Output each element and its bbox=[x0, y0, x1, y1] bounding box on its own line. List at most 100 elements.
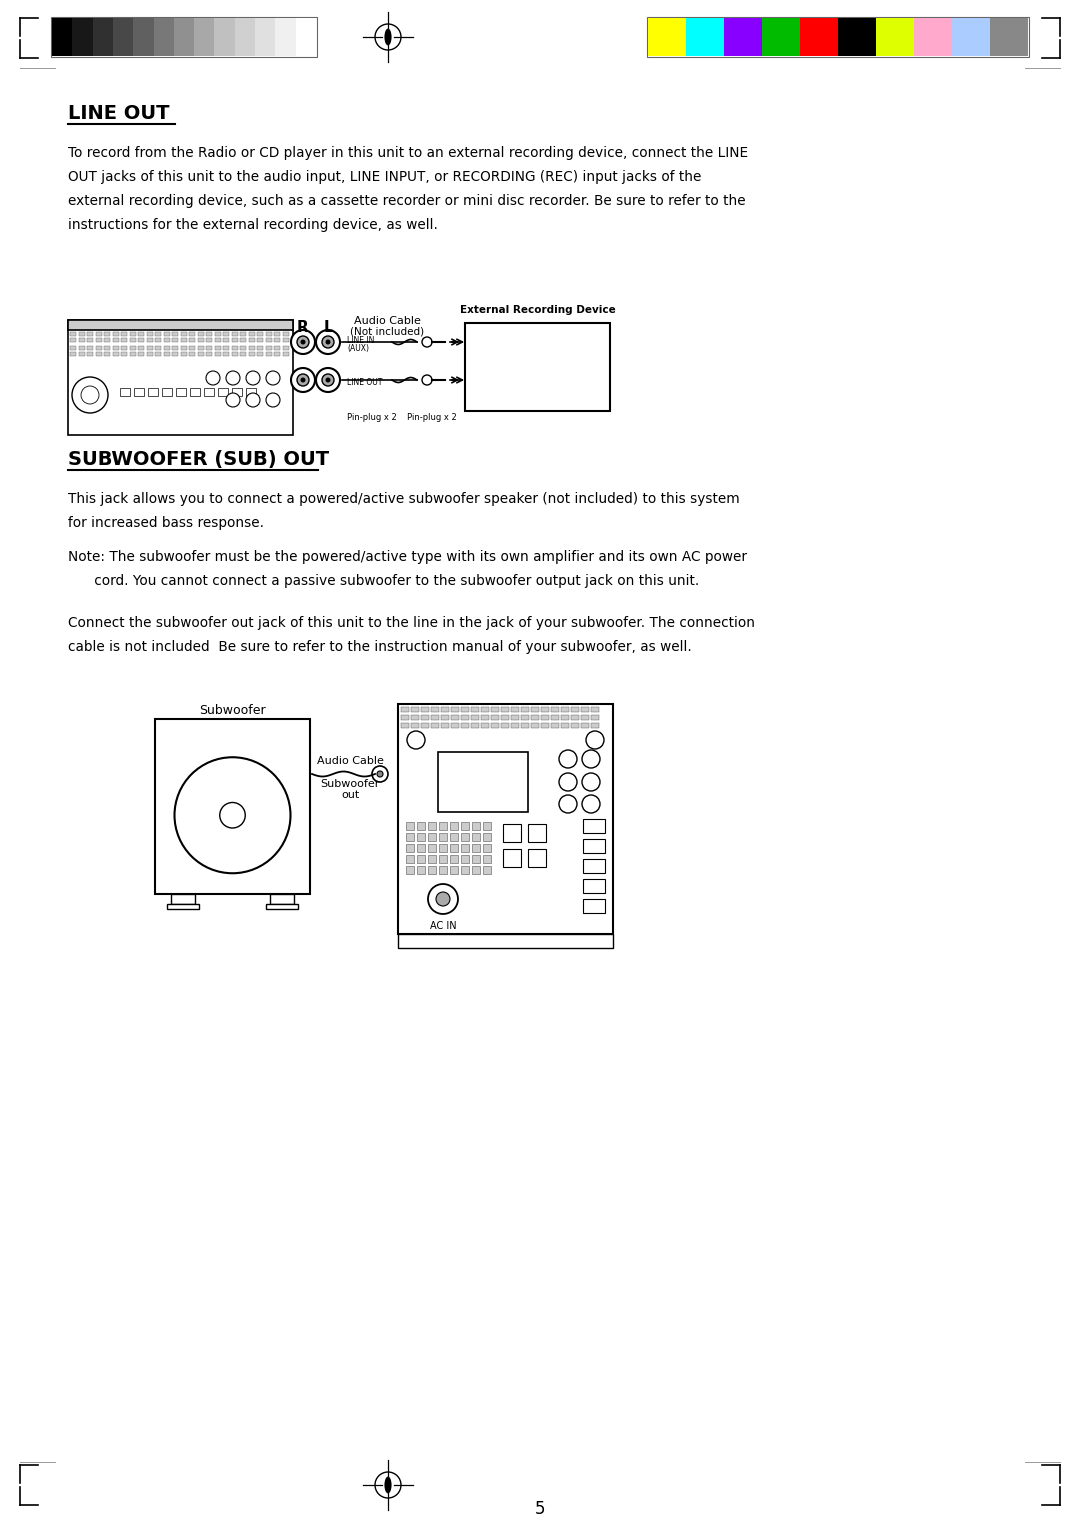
Bar bbox=[156, 345, 161, 350]
Bar bbox=[79, 338, 84, 342]
Bar bbox=[501, 707, 509, 712]
Bar bbox=[189, 351, 195, 356]
Bar bbox=[171, 894, 195, 905]
Bar bbox=[206, 351, 212, 356]
Bar bbox=[121, 332, 127, 336]
Text: R: R bbox=[297, 319, 309, 335]
Bar bbox=[551, 707, 559, 712]
Bar bbox=[172, 351, 178, 356]
Bar bbox=[266, 338, 271, 342]
Bar bbox=[431, 707, 438, 712]
Bar bbox=[528, 824, 546, 842]
Bar bbox=[274, 332, 280, 336]
Bar bbox=[257, 345, 264, 350]
Bar bbox=[438, 752, 528, 811]
Bar bbox=[521, 707, 529, 712]
Bar bbox=[270, 894, 294, 905]
Bar bbox=[248, 351, 255, 356]
Bar bbox=[583, 859, 605, 872]
Bar bbox=[120, 388, 130, 396]
Bar bbox=[255, 18, 275, 57]
Bar bbox=[248, 345, 255, 350]
Text: Audio Cable: Audio Cable bbox=[353, 316, 420, 325]
Bar bbox=[130, 345, 135, 350]
Bar bbox=[583, 839, 605, 853]
Bar bbox=[481, 723, 489, 727]
Bar bbox=[438, 856, 447, 863]
Bar bbox=[561, 707, 569, 712]
Bar bbox=[246, 388, 256, 396]
Bar bbox=[428, 843, 436, 853]
Bar bbox=[521, 715, 529, 720]
Bar bbox=[472, 843, 480, 853]
Bar bbox=[461, 843, 469, 853]
Bar bbox=[411, 723, 419, 727]
Bar bbox=[461, 833, 469, 840]
Bar bbox=[180, 332, 187, 336]
Bar bbox=[296, 18, 316, 57]
Bar bbox=[472, 856, 480, 863]
Circle shape bbox=[422, 374, 432, 385]
Bar bbox=[180, 345, 187, 350]
Bar bbox=[240, 345, 246, 350]
Text: instructions for the external recording device, as well.: instructions for the external recording … bbox=[68, 219, 437, 232]
Bar bbox=[581, 723, 589, 727]
Circle shape bbox=[322, 374, 334, 387]
Bar bbox=[450, 833, 458, 840]
Bar bbox=[147, 338, 152, 342]
Bar bbox=[113, 18, 133, 57]
Bar bbox=[231, 345, 238, 350]
Bar bbox=[450, 822, 458, 830]
Circle shape bbox=[322, 336, 334, 348]
Bar bbox=[465, 322, 610, 411]
Bar bbox=[172, 338, 178, 342]
Bar bbox=[121, 351, 127, 356]
Text: LINE OUT: LINE OUT bbox=[68, 104, 170, 122]
Circle shape bbox=[246, 371, 260, 385]
Bar bbox=[561, 715, 569, 720]
Circle shape bbox=[175, 758, 291, 872]
Bar bbox=[417, 822, 426, 830]
Circle shape bbox=[586, 730, 604, 749]
Bar bbox=[138, 332, 144, 336]
Circle shape bbox=[266, 393, 280, 406]
Bar bbox=[417, 866, 426, 874]
Bar bbox=[483, 843, 491, 853]
Bar bbox=[274, 345, 280, 350]
Bar bbox=[406, 822, 414, 830]
Text: Connect the subwoofer out jack of this unit to the line in the jack of your subw: Connect the subwoofer out jack of this u… bbox=[68, 616, 755, 630]
Text: This jack allows you to connect a powered/active subwoofer speaker (not included: This jack allows you to connect a powere… bbox=[68, 492, 740, 506]
Bar bbox=[647, 17, 1029, 57]
Bar bbox=[231, 351, 238, 356]
Bar bbox=[472, 822, 480, 830]
Bar bbox=[428, 833, 436, 840]
Bar bbox=[240, 338, 246, 342]
Bar bbox=[189, 332, 195, 336]
Bar bbox=[481, 707, 489, 712]
Bar bbox=[483, 822, 491, 830]
Bar bbox=[686, 18, 724, 57]
Circle shape bbox=[325, 377, 330, 382]
Bar bbox=[218, 388, 228, 396]
Circle shape bbox=[407, 730, 426, 749]
Bar bbox=[451, 715, 459, 720]
Bar bbox=[266, 345, 271, 350]
Bar bbox=[133, 18, 153, 57]
Bar bbox=[167, 905, 199, 909]
Bar bbox=[112, 345, 119, 350]
Circle shape bbox=[316, 368, 340, 393]
Ellipse shape bbox=[384, 29, 392, 46]
Bar bbox=[571, 715, 579, 720]
Bar bbox=[283, 332, 288, 336]
Bar bbox=[79, 351, 84, 356]
Bar bbox=[156, 720, 310, 894]
Bar bbox=[724, 18, 762, 57]
Bar bbox=[222, 332, 229, 336]
Bar bbox=[248, 338, 255, 342]
Circle shape bbox=[372, 766, 388, 782]
Text: Pin-plug x 2: Pin-plug x 2 bbox=[407, 413, 457, 422]
Bar bbox=[876, 18, 914, 57]
Bar bbox=[531, 723, 539, 727]
Bar bbox=[163, 351, 170, 356]
Text: Subwoofer: Subwoofer bbox=[199, 704, 266, 717]
